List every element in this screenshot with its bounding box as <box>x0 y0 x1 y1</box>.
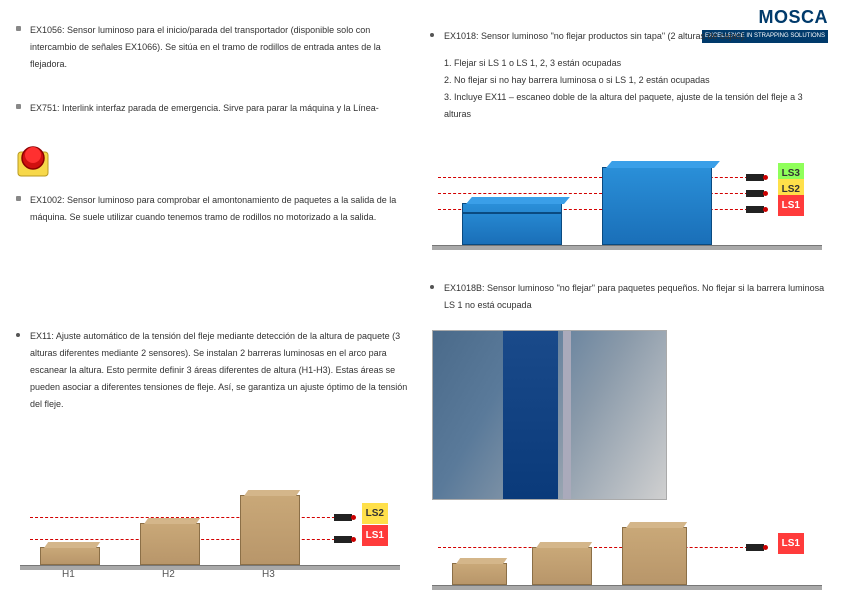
sensor-icon <box>334 514 352 521</box>
floor <box>432 585 822 590</box>
bullet-icon <box>16 333 20 337</box>
text-ex1056: EX1056: Sensor luminoso para el inicio/p… <box>30 25 381 69</box>
label-ls1: LS1 <box>778 533 804 554</box>
left-column-2: EX751: Interlink interfaz parada de emer… <box>16 100 411 127</box>
item-ex1056: EX1056: Sensor luminoso para el inicio/p… <box>16 22 411 73</box>
label-ls2: LS2 <box>362 503 388 524</box>
item-ex11: EX11: Ajuste automático de la tensión de… <box>16 328 411 413</box>
diagram-bluebox: LS3 LS2 LS1 <box>432 150 822 250</box>
label-h1: H1 <box>62 565 75 584</box>
floor <box>432 245 822 250</box>
text-ex1018: EX1018: Sensor luminoso "no flejar produ… <box>444 31 747 41</box>
item-ex1002: EX1002: Sensor luminoso para comprobar e… <box>16 192 411 226</box>
bullet-icon <box>16 26 21 31</box>
machine-photo <box>432 330 667 500</box>
sensor-icon <box>746 544 764 551</box>
box-h3 <box>240 495 300 565</box>
bluebox-small <box>462 203 562 245</box>
text-ex1018-1: 1. Flejar si LS 1 o LS 1, 2, 3 están ocu… <box>430 55 825 72</box>
box <box>622 527 687 585</box>
bullet-icon <box>16 196 21 201</box>
right-column-2: EX1018B: Sensor luminoso "no flejar" par… <box>430 280 825 324</box>
label-ls1: LS1 <box>362 525 388 546</box>
sensor-icon <box>746 206 764 213</box>
sensor-icon <box>746 174 764 181</box>
bullet-icon <box>430 33 434 37</box>
text-ex1018-3: 3. Incluye EX11 – escaneo doble de la al… <box>430 89 825 123</box>
diagram-heights: LS2 LS1 H1 H2 H3 <box>20 470 400 570</box>
diagram-smallbox: LS1 <box>432 520 822 590</box>
right-column: EX1018: Sensor luminoso "no flejar produ… <box>430 28 825 123</box>
item-ex751: EX751: Interlink interfaz parada de emer… <box>16 100 411 117</box>
text-ex1018-2: 2. No flejar si no hay barrera luminosa … <box>430 72 825 89</box>
label-h2: H2 <box>162 565 175 584</box>
label-h3: H3 <box>262 565 275 584</box>
text-ex1018b: EX1018B: Sensor luminoso "no flejar" par… <box>444 283 824 310</box>
bluebox-large <box>602 167 712 245</box>
floor <box>20 565 400 570</box>
text-ex11: EX11: Ajuste automático de la tensión de… <box>30 331 407 409</box>
emergency-stop-icon <box>14 140 54 180</box>
sensor-icon <box>334 536 352 543</box>
item-ex1018: EX1018: Sensor luminoso "no flejar produ… <box>430 28 825 45</box>
text-ex751: EX751: Interlink interfaz parada de emer… <box>30 103 379 113</box>
box <box>452 563 507 585</box>
bullet-icon <box>16 104 21 109</box>
laser-line <box>438 547 748 548</box>
item-ex1018b: EX1018B: Sensor luminoso "no flejar" par… <box>430 280 825 314</box>
box-h2 <box>140 523 200 565</box>
left-column-3: EX1002: Sensor luminoso para comprobar e… <box>16 192 411 236</box>
bullet-icon <box>430 285 434 289</box>
left-column-4: EX11: Ajuste automático de la tensión de… <box>16 328 411 423</box>
logo-text: MOSCA <box>702 8 828 26</box>
box <box>532 547 592 585</box>
box-h1 <box>40 547 100 565</box>
sensor-icon <box>746 190 764 197</box>
left-column: EX1056: Sensor luminoso para el inicio/p… <box>16 22 411 83</box>
label-ls1: LS1 <box>778 195 804 216</box>
text-ex1002: EX1002: Sensor luminoso para comprobar e… <box>30 195 396 222</box>
